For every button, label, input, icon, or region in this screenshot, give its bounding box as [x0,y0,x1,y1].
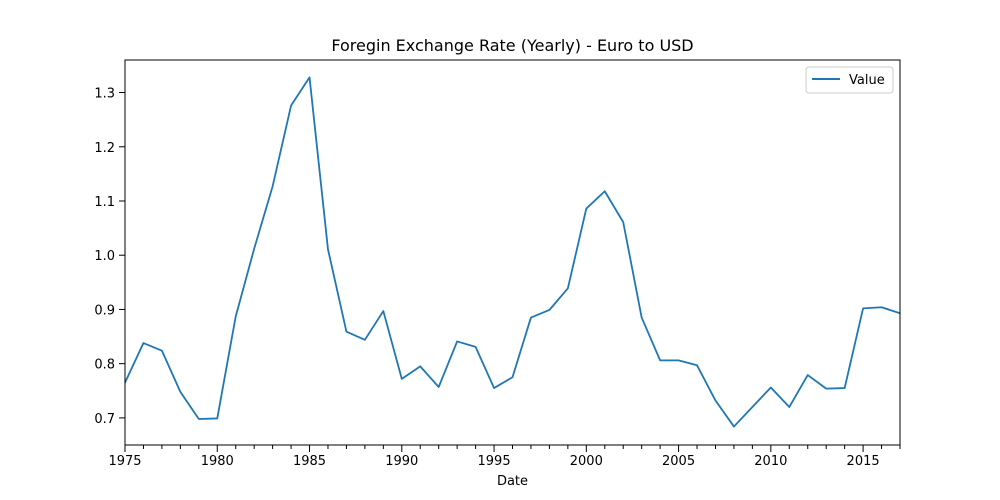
x-axis-label: Date [497,474,528,489]
x-tick-label: 1975 [108,454,141,469]
x-tick-label: 1985 [293,454,326,469]
y-tick-label: 0.8 [94,358,115,373]
y-tick-label: 0.9 [94,303,115,318]
legend: Value [806,67,893,93]
y-tick-label: 1.3 [94,87,115,102]
x-tick-label: 1980 [201,454,234,469]
legend-label-value: Value [849,73,885,88]
y-tick-label: 1.2 [94,141,115,156]
x-tick-label: 2005 [662,454,695,469]
y-tick-label: 1.0 [94,249,115,264]
x-tick-label: 2000 [570,454,603,469]
y-tick-label: 1.1 [94,195,115,210]
x-tick-label: 1990 [385,454,418,469]
chart-title: Foregin Exchange Rate (Yearly) - Euro to… [331,36,693,55]
x-tick-label: 2010 [754,454,787,469]
x-tick-label: 2015 [847,454,880,469]
x-tick-label: 1995 [478,454,511,469]
y-tick-label: 0.7 [94,412,115,427]
